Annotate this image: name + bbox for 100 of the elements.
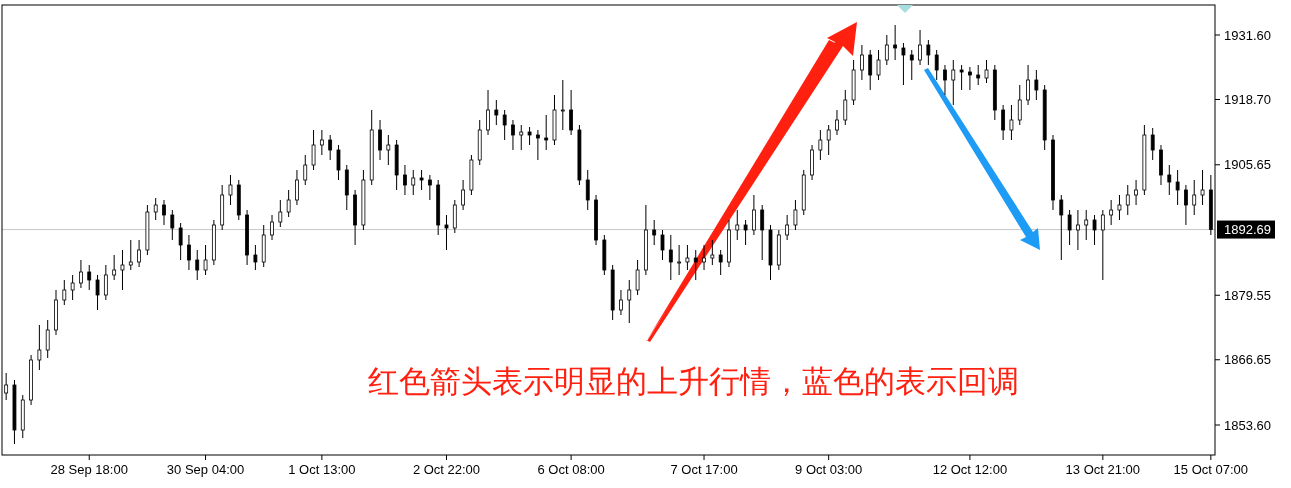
candlestick xyxy=(793,199,798,231)
candlestick xyxy=(187,234,191,271)
candlestick xyxy=(710,239,715,266)
candlestick xyxy=(278,199,283,228)
candlestick xyxy=(668,234,673,281)
candlestick xyxy=(153,197,158,221)
candlestick xyxy=(411,169,416,196)
candlestick xyxy=(95,274,100,311)
candlestick xyxy=(128,239,133,271)
candlestick xyxy=(336,144,341,181)
candlestick xyxy=(178,222,183,261)
candlestick xyxy=(818,129,823,161)
candlestick xyxy=(1001,104,1006,141)
candlestick xyxy=(693,249,698,281)
x-tick-label: 2 Oct 22:00 xyxy=(412,462,481,477)
candlestick xyxy=(826,124,831,156)
candlestick xyxy=(1192,179,1197,216)
candlestick xyxy=(677,244,682,276)
candlestick xyxy=(860,44,864,81)
x-tick-label: 6 Oct 08:00 xyxy=(537,462,605,477)
candlestick xyxy=(319,129,324,156)
candlestick xyxy=(511,119,515,151)
candlestick xyxy=(943,64,947,96)
y-tick-label: 1931.60 xyxy=(1224,27,1271,43)
candlestick xyxy=(419,169,424,191)
candlestick xyxy=(1084,209,1089,241)
candlestick xyxy=(328,134,333,161)
candlestick xyxy=(79,259,83,289)
candlestick xyxy=(652,219,657,246)
candlestick xyxy=(984,59,989,84)
candlestick xyxy=(560,79,565,131)
candlestick xyxy=(270,214,274,241)
candlestick xyxy=(120,249,125,291)
candlestick xyxy=(1100,209,1105,281)
candlestick xyxy=(751,194,756,236)
candlestick xyxy=(137,239,141,268)
candlestick xyxy=(444,214,449,251)
candlestick xyxy=(37,324,42,371)
candlestick xyxy=(87,264,92,291)
candlestick xyxy=(494,99,499,126)
candlestick xyxy=(735,209,740,241)
candlestick xyxy=(1067,209,1072,246)
candlestick xyxy=(1092,214,1097,246)
candlestick xyxy=(70,274,75,301)
candlestick xyxy=(1134,179,1138,206)
candlestick xyxy=(386,134,391,166)
candlestick xyxy=(1059,194,1064,261)
candlestick xyxy=(959,64,964,91)
candlestick xyxy=(876,49,881,81)
candlestick xyxy=(976,64,981,86)
candlestick xyxy=(1167,164,1172,196)
candlestick xyxy=(909,49,914,81)
candlestick xyxy=(585,169,590,211)
x-tick-label: 30 Sep 04:00 xyxy=(166,462,245,477)
y-tick-label: 1918.70 xyxy=(1224,92,1271,108)
candlestick xyxy=(195,249,200,281)
candlestick xyxy=(718,249,723,276)
candlestick xyxy=(62,279,67,306)
candlestick xyxy=(544,114,549,151)
candlestick xyxy=(785,214,790,241)
candlestick xyxy=(635,259,640,296)
candlestick xyxy=(427,174,432,201)
ref-line-label: 1892.69 xyxy=(1224,222,1271,238)
y-tick-label: 1866.65 xyxy=(1224,352,1271,368)
candlestick xyxy=(253,244,258,271)
candlestick xyxy=(868,49,873,91)
candlestick xyxy=(843,89,848,126)
candlestick xyxy=(901,42,906,86)
candlestick xyxy=(112,254,117,281)
candlestick xyxy=(1034,69,1039,101)
candlestick xyxy=(1076,209,1080,251)
candlestick xyxy=(1175,169,1180,206)
candlestick xyxy=(619,289,623,316)
candlestick xyxy=(203,244,208,276)
candlestick xyxy=(743,219,748,246)
candlestick xyxy=(461,179,466,211)
x-tick-label: 13 Oct 21:00 xyxy=(1065,462,1141,477)
candlestick xyxy=(685,244,690,271)
candlestick xyxy=(162,199,166,226)
candlestick xyxy=(228,174,233,206)
candlestick xyxy=(934,49,939,81)
candlestick xyxy=(1125,184,1130,216)
x-tick-label: 15 Oct 07:00 xyxy=(1173,462,1249,477)
candlestick xyxy=(170,209,175,241)
y-tick-label: 1879.55 xyxy=(1224,287,1271,303)
x-tick-label: 12 Oct 12:00 xyxy=(932,462,1008,477)
candlestick xyxy=(1009,104,1014,141)
candlestick xyxy=(303,154,308,186)
candlestick xyxy=(884,34,889,66)
candlestick xyxy=(403,164,407,196)
candlestick xyxy=(1017,84,1022,126)
candlestick xyxy=(951,59,956,106)
candlestick xyxy=(627,279,632,324)
candlestick xyxy=(103,264,108,301)
candlestick xyxy=(4,372,9,401)
candlestick xyxy=(45,319,50,359)
candlestick xyxy=(1026,64,1030,106)
x-tick-label: 28 Sep 18:00 xyxy=(50,462,128,477)
y-tick-label: 1905.65 xyxy=(1224,157,1271,173)
candlestick xyxy=(1184,184,1188,226)
